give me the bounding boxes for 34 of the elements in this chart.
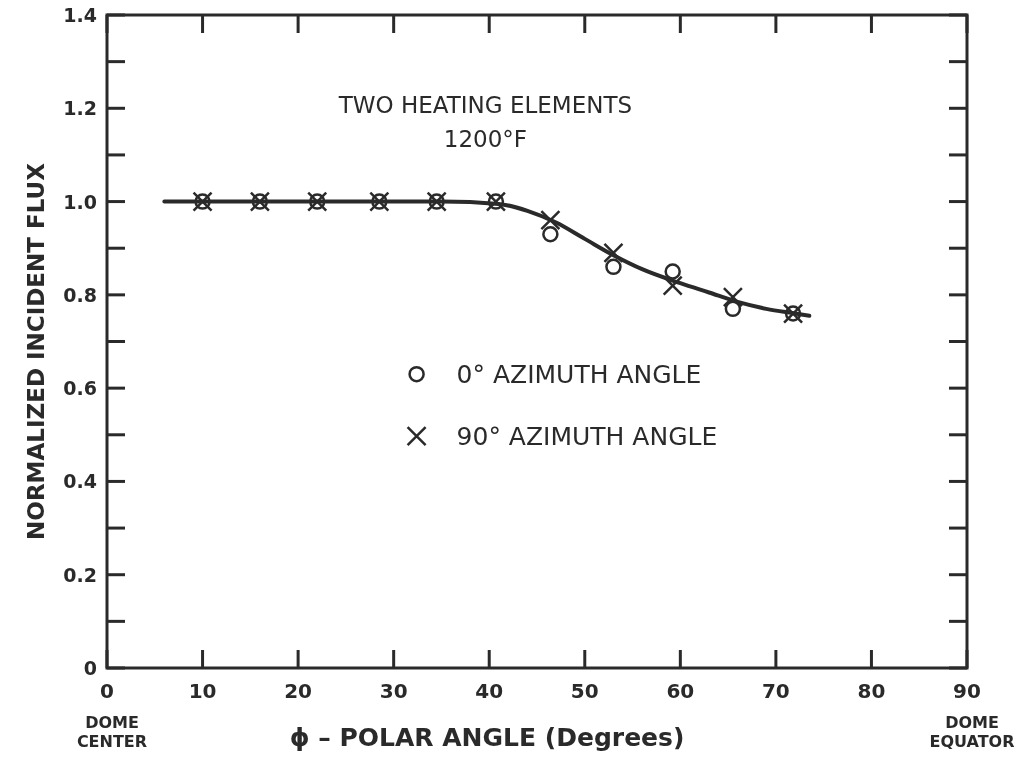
x-tick-label: 0 <box>100 679 114 703</box>
point <box>722 286 744 308</box>
y-tick-label: 0.4 <box>63 470 97 493</box>
point <box>662 275 683 296</box>
y-tick-label: 0.8 <box>63 283 97 306</box>
y-tick-label: 1.4 <box>63 4 97 26</box>
x-tick-label: 10 <box>188 679 217 703</box>
point <box>724 300 742 318</box>
y-tick-label: 0 <box>83 657 97 679</box>
y-axis-title: NORMALIZED INCIDENT FLUX <box>23 162 49 540</box>
legend-label: 90° AZIMUTH ANGLE <box>456 422 718 452</box>
y-tick-label: 1.0 <box>63 190 97 213</box>
point <box>542 225 559 243</box>
y-tick-label: 0.2 <box>63 563 97 586</box>
x-tick-label: 70 <box>761 679 790 703</box>
point <box>664 263 681 280</box>
point <box>605 258 622 276</box>
x-tick-label: 80 <box>857 679 886 703</box>
point <box>540 209 561 231</box>
x-tick-label: 50 <box>570 679 599 703</box>
text: DOME EQUATOR <box>929 713 1015 751</box>
x-tick-label: 60 <box>666 679 695 703</box>
legend-label: 0° AZIMUTH ANGLE <box>456 360 702 390</box>
x-tick-label: 20 <box>284 679 313 703</box>
text: DOME CENTER <box>76 713 148 751</box>
x-axis-title: ϕ – POLAR ANGLE (Degrees) <box>289 723 685 752</box>
y-tick-label: 0.6 <box>63 377 97 400</box>
y-tick-label: 1.2 <box>63 97 97 120</box>
x-tick-label: 40 <box>475 679 504 703</box>
text: TWO HEATING ELEMENTS <box>337 92 633 118</box>
point <box>603 242 624 264</box>
text: 1200°F <box>443 126 528 152</box>
x-tick-label: 30 <box>379 679 408 703</box>
x-tick-label: 90 <box>953 679 981 703</box>
